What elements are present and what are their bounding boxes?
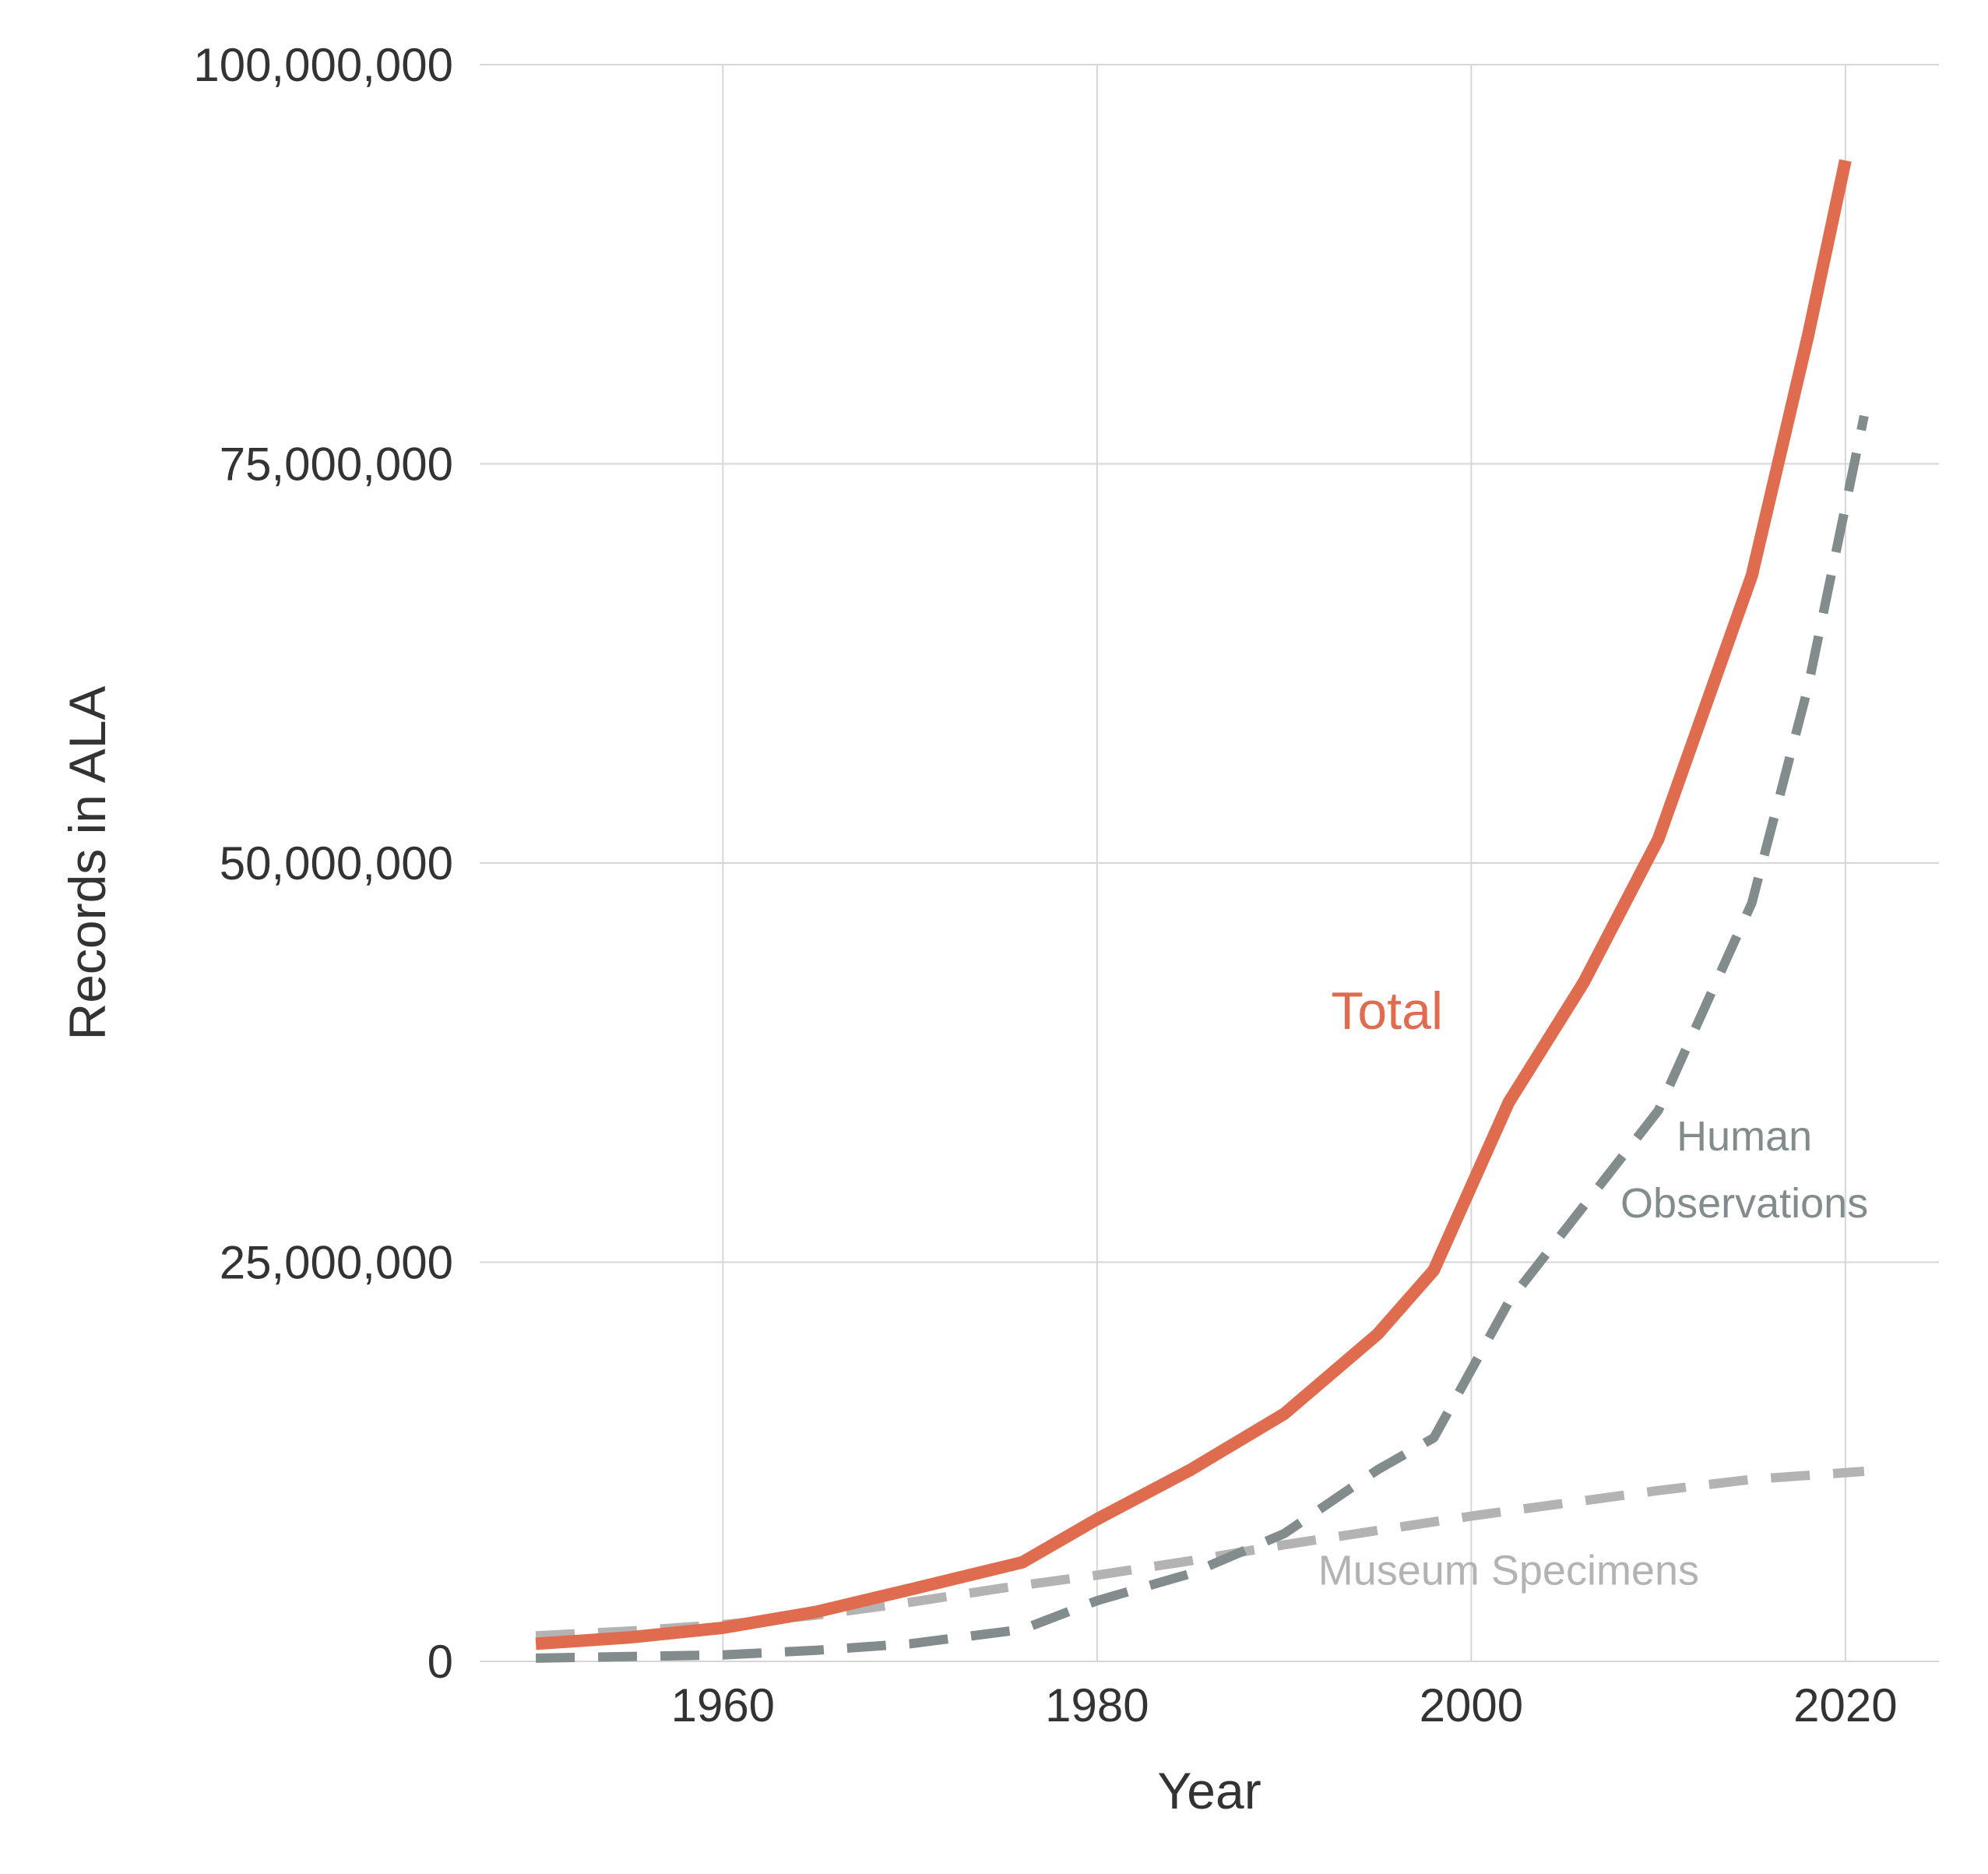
x-tick-label: 2020 (1793, 1679, 1897, 1731)
y-tick-label: 100,000,000 (193, 39, 453, 91)
series-lines (535, 159, 1869, 1663)
annotation-human: Human (1677, 1113, 1812, 1160)
y-tick-label: 0 (428, 1636, 453, 1688)
x-axis-title: Year (1157, 1762, 1261, 1819)
x-tick-labels: 1960 1980 2000 2020 (671, 1679, 1898, 1731)
annotation-museum-specimens: Museum Specimens (1318, 1548, 1699, 1594)
series-annotations: Total Human Observations Museum Specimens (1318, 981, 1868, 1594)
y-tick-label: 25,000,000 (220, 1237, 453, 1289)
y-tick-label: 75,000,000 (220, 439, 453, 491)
y-gridlines (480, 64, 1939, 1662)
annotation-observations: Observations (1620, 1180, 1868, 1227)
y-axis-title: Records in ALA (58, 686, 116, 1041)
y-tick-label: 50,000,000 (220, 837, 453, 889)
series-line-human-observations (535, 414, 1869, 1663)
series-line-total (535, 159, 1852, 1650)
x-tick-label: 2000 (1420, 1679, 1523, 1731)
annotation-total: Total (1331, 981, 1443, 1041)
y-tick-labels: 0 25,000,000 50,000,000 75,000,000 100,000,0… (193, 39, 453, 1688)
x-tick-label: 1960 (671, 1679, 775, 1731)
x-tick-label: 1980 (1045, 1679, 1149, 1731)
